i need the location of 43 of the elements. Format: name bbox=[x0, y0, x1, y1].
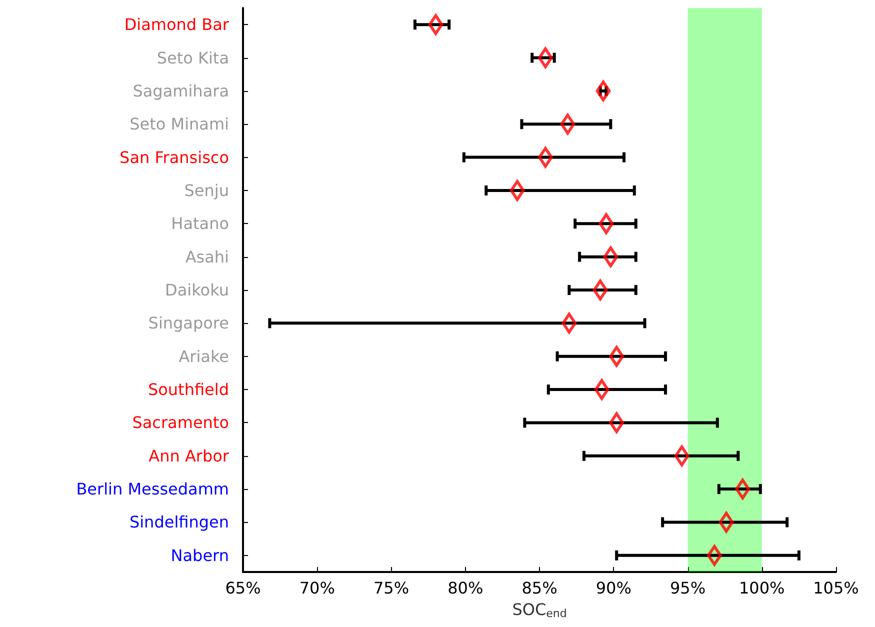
point bbox=[596, 80, 611, 102]
point bbox=[718, 512, 734, 533]
y-tick-label: Asahi bbox=[185, 247, 229, 266]
y-tick-label: Diamond Bar bbox=[124, 15, 230, 34]
x-tick-label: 65% bbox=[225, 578, 261, 598]
y-tick-label: Ariake bbox=[178, 346, 229, 366]
x-tick-label: 105% bbox=[813, 578, 859, 598]
x-tick-label: 75% bbox=[373, 578, 410, 598]
point bbox=[674, 445, 690, 466]
y-tick-label: Berlin Messedamm bbox=[76, 480, 229, 499]
point bbox=[560, 114, 576, 135]
y-tick-label: Sacramento bbox=[132, 413, 229, 432]
point bbox=[594, 379, 610, 400]
x-tick-label: 70% bbox=[299, 578, 335, 598]
x-tick-label: 90% bbox=[596, 578, 632, 598]
point bbox=[538, 146, 553, 168]
y-tick-label: Seto Minami bbox=[130, 114, 229, 134]
y-tick-label: Sagamihara bbox=[132, 81, 229, 100]
x-tick-label: 100% bbox=[739, 578, 785, 598]
point bbox=[609, 346, 624, 367]
y-tick-label: Southfield bbox=[148, 380, 229, 400]
point bbox=[592, 280, 608, 300]
point bbox=[598, 213, 614, 234]
y-tick-label: Seto Kita bbox=[156, 48, 229, 68]
x-tick-label: 95% bbox=[670, 578, 706, 598]
y-tick-label: Nabern bbox=[170, 546, 229, 565]
y-tick-label: Daikoku bbox=[165, 280, 229, 300]
point bbox=[562, 312, 577, 334]
point bbox=[603, 246, 618, 268]
point bbox=[428, 14, 444, 36]
y-tick-label: Sindelfingen bbox=[129, 512, 229, 532]
point bbox=[735, 478, 750, 500]
point bbox=[510, 180, 525, 201]
y-tick-label: Hatano bbox=[171, 214, 229, 234]
point bbox=[706, 544, 722, 566]
y-tick-label: Ann Arbor bbox=[148, 446, 230, 466]
y-tick-label: Singapore bbox=[148, 314, 229, 333]
y-tick-label: San Fransisco bbox=[120, 148, 229, 167]
x-tick-label: 85% bbox=[522, 578, 558, 598]
y-tick-label: Senju bbox=[184, 180, 229, 200]
point bbox=[609, 412, 624, 434]
point bbox=[538, 47, 553, 68]
x-tick-label: 80% bbox=[448, 578, 484, 598]
